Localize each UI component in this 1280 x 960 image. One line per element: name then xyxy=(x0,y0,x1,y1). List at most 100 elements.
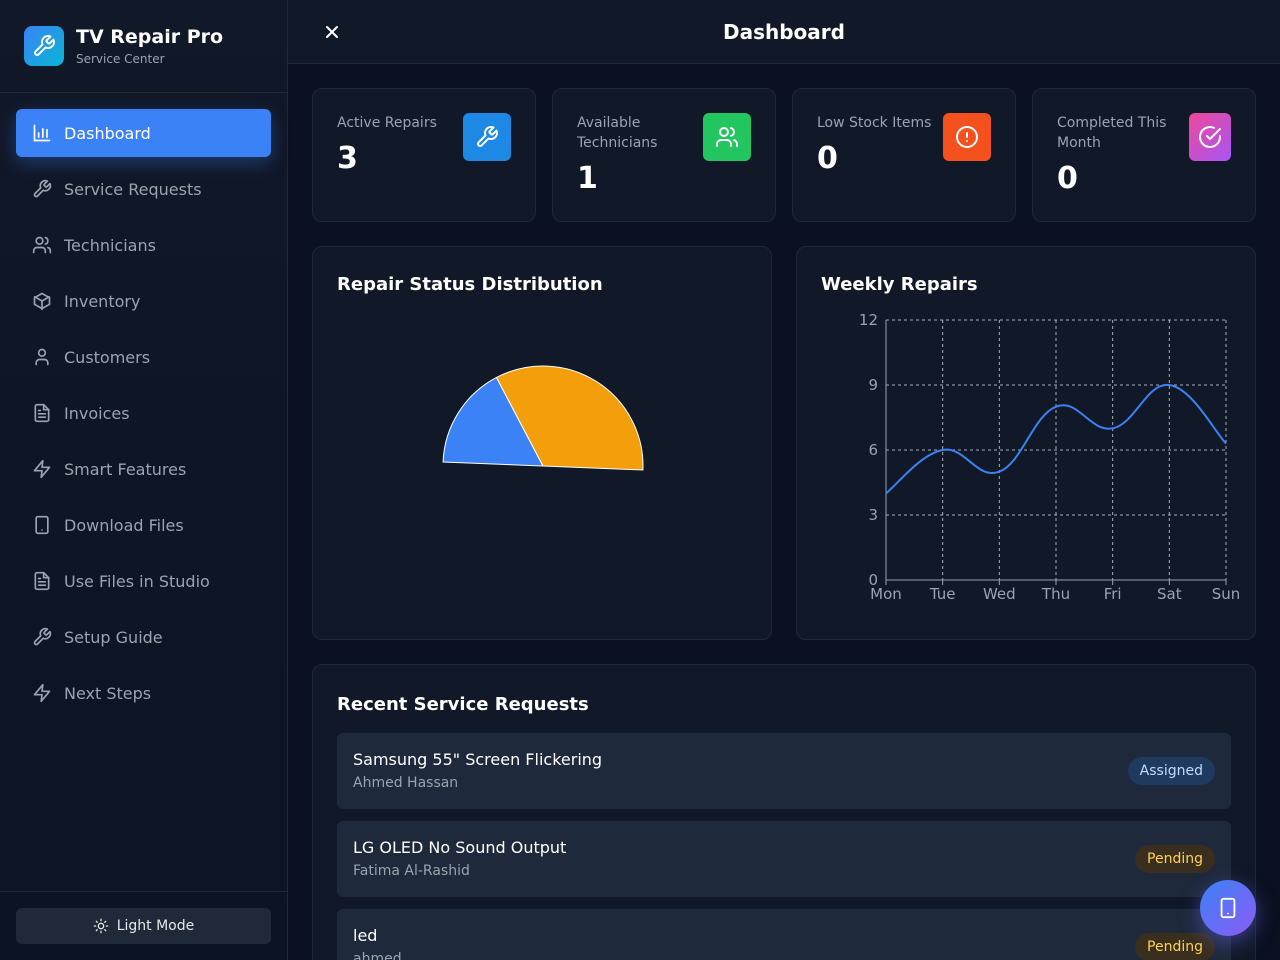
stat-card-low-stock-items: Low Stock Items 0 xyxy=(792,88,1016,222)
sidebar-item-label: Customers xyxy=(64,347,151,367)
x-tick-label: Fri xyxy=(1104,585,1122,603)
sidebar-item-technicians[interactable]: Technicians xyxy=(16,221,271,269)
x-tick-label: Mon xyxy=(870,585,902,603)
alert-circle-icon xyxy=(943,113,991,161)
page-title: Dashboard xyxy=(723,20,845,44)
x-tick-label: Tue xyxy=(929,585,956,603)
stat-label: Active Repairs xyxy=(337,115,437,131)
zap-icon xyxy=(33,683,51,703)
smartphone-icon xyxy=(35,515,49,535)
sidebar-item-next-steps[interactable]: Next Steps xyxy=(16,669,271,717)
sidebar-item-label: Technicians xyxy=(64,235,156,255)
sidebar-item-inventory[interactable]: Inventory xyxy=(16,277,271,325)
weekly-repairs-chart: 0 3 6 9 12 Mon Tue Wed Thu Fri Sat Sun xyxy=(859,311,1241,603)
check-circle-icon xyxy=(1189,113,1231,161)
file-text-icon xyxy=(34,403,50,423)
stat-value: 0 xyxy=(817,141,838,176)
request-title: Samsung 55" Screen Flickering xyxy=(353,750,603,769)
sun-icon xyxy=(93,918,109,934)
sidebar: TV Repair Pro Service Center Dashboard S… xyxy=(0,0,288,960)
sidebar-item-label: Next Steps xyxy=(64,683,152,703)
wrench-icon xyxy=(33,179,52,198)
smartphone-icon xyxy=(1220,897,1236,919)
light-mode-button[interactable]: Light Mode xyxy=(16,908,271,944)
wrench-icon xyxy=(33,627,52,646)
pie-slice[interactable] xyxy=(495,365,644,471)
sidebar-item-setup-guide[interactable]: Setup Guide xyxy=(16,613,271,661)
weekly-repairs-panel: Weekly Repairs 0 3 6 9 12 Mon Tue Wed Thu Fri Sat S… xyxy=(796,246,1256,640)
sidebar-item-label: Setup Guide xyxy=(64,627,163,647)
stat-value: 1 xyxy=(577,161,598,196)
y-tick-label: 3 xyxy=(868,506,878,524)
stat-card-available-technicians: Available Technicians 1 xyxy=(552,88,776,222)
request-customer: Ahmed Hassan xyxy=(353,775,459,791)
wrench-icon xyxy=(24,26,64,66)
sidebar-item-smart-features[interactable]: Smart Features xyxy=(16,445,271,493)
x-tick-label: Sun xyxy=(1212,585,1241,603)
sidebar-footer: Light Mode xyxy=(0,891,287,960)
stat-label: Completed This Month xyxy=(1057,115,1167,151)
y-tick-label: 9 xyxy=(868,376,878,394)
panel-title: Weekly Repairs xyxy=(821,274,978,295)
sidebar-item-download-files[interactable]: Download Files xyxy=(16,501,271,549)
bar-chart-icon xyxy=(33,124,51,142)
list-item[interactable]: led ahmed Pending xyxy=(337,909,1231,960)
y-tick-label: 6 xyxy=(868,441,878,459)
status-badge: Pending xyxy=(1135,845,1215,873)
sidebar-item-use-files-in-studio[interactable]: Use Files in Studio xyxy=(16,557,271,605)
app-title: TV Repair Pro xyxy=(76,26,224,48)
stat-value: 0 xyxy=(1057,161,1078,196)
sidebar-item-label: Inventory xyxy=(64,291,141,311)
recent-requests-panel: Recent Service Requests Samsung 55" Scre… xyxy=(312,664,1256,960)
zap-icon xyxy=(33,459,51,479)
sidebar-item-customers[interactable]: Customers xyxy=(16,333,271,381)
brand: TV Repair Pro Service Center xyxy=(0,0,287,93)
sidebar-nav: Dashboard Service Requests Technicians I… xyxy=(0,93,287,717)
repair-status-chart xyxy=(442,365,644,471)
repair-status-panel: Repair Status Distribution xyxy=(312,246,772,640)
list-item[interactable]: Samsung 55" Screen Flickering Ahmed Hass… xyxy=(337,733,1231,809)
pie-slice[interactable] xyxy=(442,376,544,467)
request-title: LG OLED No Sound Output xyxy=(353,838,567,857)
close-button[interactable] xyxy=(320,20,344,44)
close-icon xyxy=(326,26,338,38)
stat-label: Available Technicians xyxy=(577,115,658,151)
package-icon xyxy=(33,292,51,311)
status-badge: Assigned xyxy=(1127,757,1215,785)
request-customer: Fatima Al-Rashid xyxy=(353,863,470,879)
sidebar-item-label: Smart Features xyxy=(64,459,187,479)
request-title: led xyxy=(353,926,378,945)
stat-value: 3 xyxy=(337,141,358,176)
light-mode-label: Light Mode xyxy=(116,918,195,934)
status-badge: Pending xyxy=(1135,933,1215,960)
y-tick-label: 12 xyxy=(859,311,878,329)
x-tick-label: Thu xyxy=(1041,585,1070,603)
panel-title: Repair Status Distribution xyxy=(337,274,603,295)
sidebar-item-label: Invoices xyxy=(64,403,130,423)
users-icon xyxy=(703,113,751,161)
series-line xyxy=(885,383,1227,495)
stat-card-completed-this-month: Completed This Month 0 xyxy=(1032,88,1256,222)
y-tick-label: 0 xyxy=(868,571,878,589)
sidebar-item-label: Dashboard xyxy=(64,123,151,143)
x-tick-label: Sat xyxy=(1157,585,1182,603)
user-icon xyxy=(35,348,49,366)
sidebar-item-dashboard[interactable]: Dashboard xyxy=(16,109,271,157)
users-icon xyxy=(32,236,52,254)
file-text-icon xyxy=(34,571,50,591)
x-tick-label: Wed xyxy=(983,585,1016,603)
sidebar-item-service-requests[interactable]: Service Requests xyxy=(16,165,271,213)
list-item[interactable]: LG OLED No Sound Output Fatima Al-Rashid… xyxy=(337,821,1231,897)
top-header: Dashboard xyxy=(288,0,1280,64)
sidebar-item-label: Download Files xyxy=(64,515,184,535)
app-subtitle: Service Center xyxy=(76,52,165,66)
stat-card-active-repairs: Active Repairs 3 xyxy=(312,88,536,222)
wrench-icon xyxy=(463,113,511,161)
sidebar-item-invoices[interactable]: Invoices xyxy=(16,389,271,437)
sidebar-item-label: Service Requests xyxy=(64,179,202,199)
panel-title: Recent Service Requests xyxy=(337,694,589,715)
mobile-preview-button[interactable] xyxy=(1200,880,1256,936)
stat-label: Low Stock Items xyxy=(817,115,932,131)
request-customer: ahmed xyxy=(353,951,402,960)
sidebar-item-label: Use Files in Studio xyxy=(64,571,210,591)
